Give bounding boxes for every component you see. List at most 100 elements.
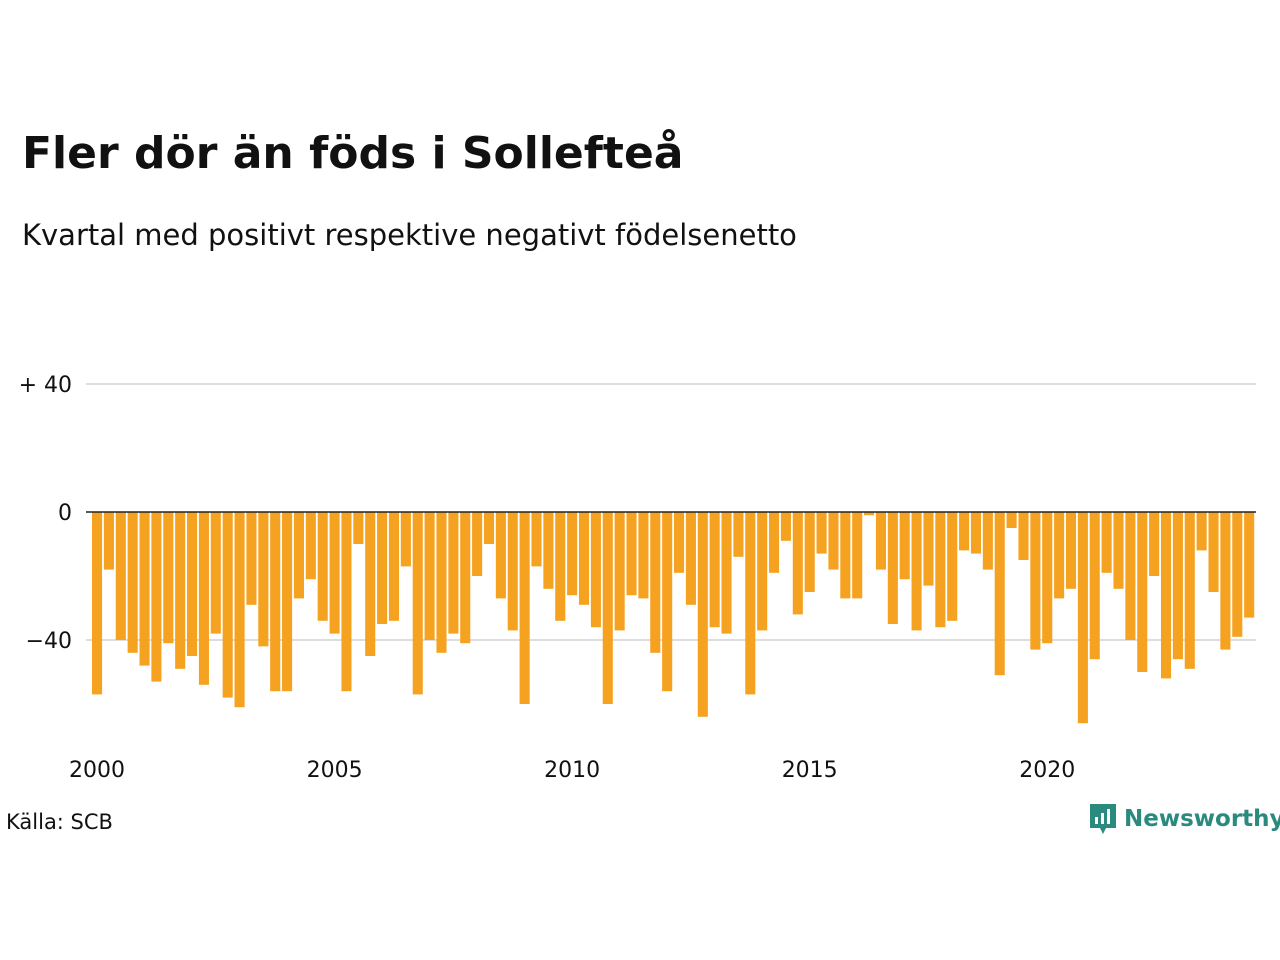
bar [626,512,637,596]
bar [1232,512,1243,637]
bar [222,512,233,698]
bar [163,512,174,644]
bar [852,512,863,599]
x-tick-label: 2000 [69,758,125,783]
bar [602,512,613,704]
bar [543,512,554,589]
bar [519,512,530,704]
bar [234,512,245,708]
bar [959,512,970,551]
bar [555,512,566,621]
bar [1220,512,1231,650]
bar [353,512,364,544]
bar [780,512,791,541]
bar [899,512,910,580]
bar [1137,512,1148,672]
bar [1244,512,1255,618]
bar [317,512,328,621]
bar [246,512,257,605]
bar [270,512,281,692]
bar [804,512,815,592]
bar [448,512,459,634]
bar [567,512,578,596]
bar [1149,512,1160,576]
bar [1018,512,1029,560]
bar [1208,512,1219,592]
bar [329,512,340,634]
bar [757,512,768,631]
bar [1077,512,1088,724]
bar [662,512,673,692]
bar [1172,512,1183,660]
bar [887,512,898,624]
x-tick-label: 2020 [1019,758,1075,783]
bar [828,512,839,570]
newsworthy-logo-icon [1090,804,1116,834]
bar [1030,512,1041,650]
brand-name: Newsworthy [1124,806,1280,832]
bar [139,512,150,666]
bar [424,512,435,640]
bar [531,512,542,567]
bar [1054,512,1065,599]
bar [650,512,661,653]
y-tick-label: −40 [26,629,72,654]
bar [187,512,198,656]
bar [1089,512,1100,660]
bar [875,512,886,570]
bar [709,512,720,628]
y-axis: + 40 0 −40 [19,373,72,654]
chart-subtitle: Kvartal med positivt respektive negativt… [22,218,797,252]
bar [103,512,114,570]
bar [258,512,269,647]
bar [305,512,316,580]
bar [1101,512,1112,573]
bar [923,512,934,586]
bar [994,512,1005,676]
bar [1160,512,1172,679]
bar [1184,512,1195,669]
bar [127,512,138,653]
bar [341,512,352,692]
bar [685,512,696,605]
bar [638,512,649,599]
bar [412,512,423,695]
bars [92,512,1255,724]
bar [935,512,946,628]
bar [151,512,162,682]
y-tick-label: 0 [58,501,72,526]
y-tick-label: + 40 [19,373,72,398]
bar [947,512,958,621]
bar [697,512,708,717]
bar [282,512,293,692]
bar [1196,512,1207,551]
bar [175,512,186,669]
bar [1113,512,1124,589]
bar [460,512,471,644]
bar [792,512,803,615]
bar [115,512,126,640]
x-tick-label: 2015 [782,758,838,783]
chart-title: Fler dör än föds i Sollefteå [22,128,684,179]
bar [92,512,103,695]
bar [911,512,922,631]
bar [400,512,411,567]
bar [590,512,601,628]
bar [198,512,209,685]
x-axis: 2000 2005 2010 2015 2020 [69,758,1075,783]
bar [1065,512,1077,589]
bar [578,512,590,605]
bar [495,512,506,599]
bar [507,512,518,631]
bar [769,512,780,573]
bar [733,512,744,557]
bar [210,512,221,634]
bar [472,512,483,576]
bar [388,512,400,621]
bar [293,512,304,599]
bar [970,512,982,554]
bar [864,512,875,516]
bar [982,512,993,570]
bar [365,512,376,656]
